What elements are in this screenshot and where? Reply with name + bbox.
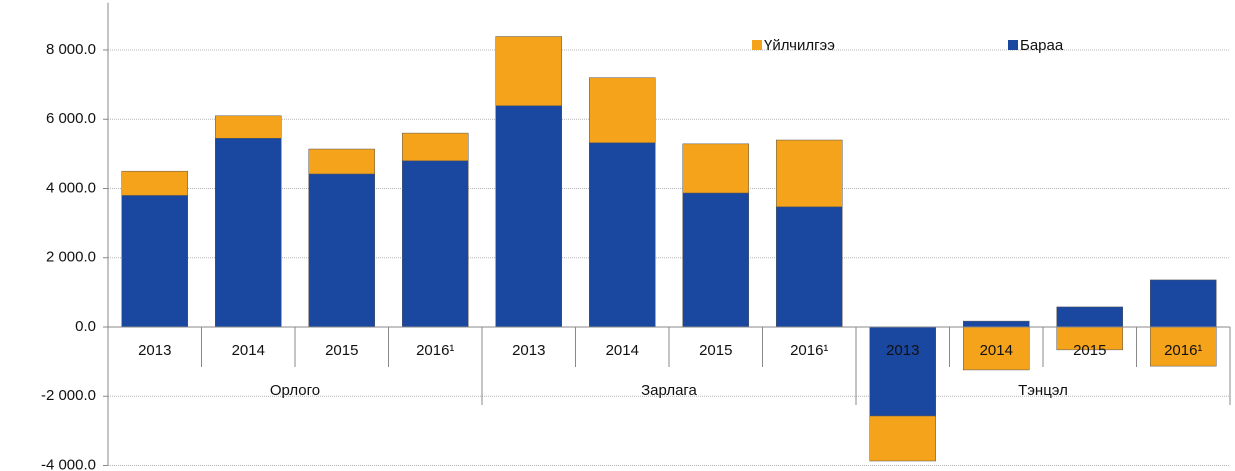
x-tick-label: 2013 [886, 342, 919, 359]
bar-segment [121, 170, 188, 196]
y-tick-label: 8 000.0 [46, 41, 96, 58]
x-tick-label: 2014 [606, 342, 639, 359]
y-tick-label: 4 000.0 [46, 179, 96, 196]
bar-segment [869, 415, 936, 462]
x-tick-label: 2016¹ [790, 342, 828, 359]
y-tick-label: 6 000.0 [46, 110, 96, 127]
legend-label: Бараа [1020, 37, 1064, 54]
legend-label: Үйлчилгээ [764, 37, 835, 54]
bar-segment [495, 36, 562, 106]
bar-segment [869, 326, 936, 417]
x-tick-label: 2014 [980, 342, 1013, 359]
bar-segment [963, 320, 1030, 328]
y-tick-label: -4 000.0 [41, 456, 96, 471]
x-tick-label: 2015 [325, 342, 358, 359]
y-tick-label: 0.0 [75, 318, 96, 335]
bar-segment [402, 132, 469, 162]
x-tick-label: 2013 [138, 342, 171, 359]
bar-segment [308, 148, 375, 175]
group-label: Зарлага [641, 382, 697, 399]
bar-segment [215, 115, 282, 139]
x-tick-label: 2016¹ [416, 342, 454, 359]
bar-segment [1056, 306, 1123, 328]
bar-segment [495, 105, 562, 328]
bar-segment [963, 326, 1030, 371]
bar-segment [776, 139, 843, 208]
bar-segment [776, 206, 843, 328]
y-tick-label: -2 000.0 [41, 387, 96, 404]
x-tick-label: 2015 [1073, 342, 1106, 359]
bar-segment [215, 138, 282, 328]
x-tick-label: 2014 [232, 342, 265, 359]
bar-segment [308, 173, 375, 328]
bar-segment [121, 195, 188, 328]
y-tick-label: 2 000.0 [46, 249, 96, 266]
x-tick-label: 2015 [699, 342, 732, 359]
legend-swatch [752, 40, 762, 50]
legend-swatch [1008, 40, 1018, 50]
bar-segment [1150, 279, 1217, 328]
x-tick-label: 2013 [512, 342, 545, 359]
bar-segment [589, 77, 656, 144]
group-label: Тэнцэл [1018, 382, 1068, 399]
bar-segment [589, 142, 656, 328]
group-label: Орлого [270, 382, 320, 399]
bar-segment [682, 192, 749, 328]
bar-segment [402, 160, 469, 328]
bar-segment [682, 143, 749, 194]
x-tick-label: 2016¹ [1164, 342, 1202, 359]
